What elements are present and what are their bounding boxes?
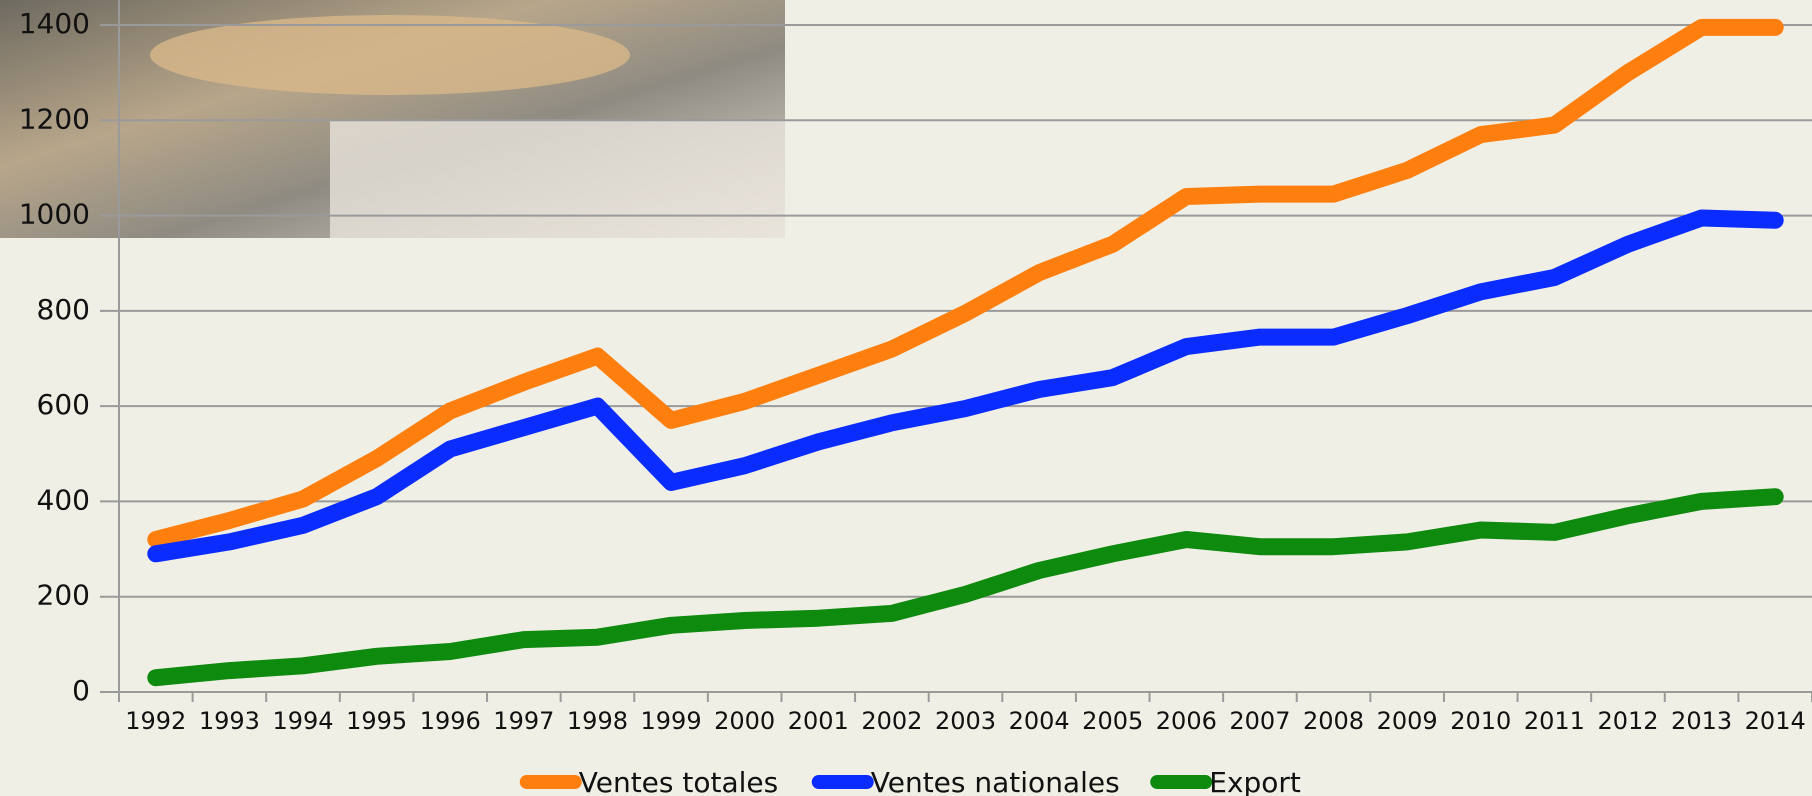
series-line (147, 488, 1784, 687)
x-tick-label: 2013 (1671, 707, 1732, 735)
x-tick-label: 2006 (1156, 707, 1217, 735)
x-tick-label: 1993 (199, 707, 260, 735)
photo-detail (330, 120, 785, 238)
series-line (147, 18, 1784, 548)
x-tick-label: 2008 (1303, 707, 1364, 735)
y-tick-label: 200 (37, 579, 90, 612)
x-tick-label: 2000 (714, 707, 775, 735)
series-line (147, 209, 1784, 563)
x-tick-label: 1995 (346, 707, 407, 735)
y-tick-label: 0 (72, 674, 90, 707)
x-tick-label: 1997 (493, 707, 554, 735)
x-tick-label: 2003 (935, 707, 996, 735)
x-tick-label: 2014 (1745, 707, 1806, 735)
x-tick-label: 2004 (1009, 707, 1070, 735)
x-tick-label: 2012 (1597, 707, 1658, 735)
y-tick-label: 600 (37, 388, 90, 421)
y-tick-label: 1000 (19, 198, 90, 231)
legend-label: Export (1209, 766, 1301, 796)
x-tick-label: 2009 (1377, 707, 1438, 735)
y-tick-label: 400 (37, 483, 90, 516)
x-tick-label: 1994 (272, 707, 333, 735)
x-tick-label: 1996 (420, 707, 481, 735)
x-tick-label: 1999 (641, 707, 702, 735)
legend-label: Ventes totales (579, 766, 779, 796)
x-tick-label: 2005 (1082, 707, 1143, 735)
x-tick-label: 2011 (1524, 707, 1585, 735)
x-tick-label: 2001 (788, 707, 849, 735)
photo-detail (150, 15, 630, 95)
x-tick-label: 2010 (1450, 707, 1511, 735)
x-tick-label: 2002 (861, 707, 922, 735)
y-tick-label: 1200 (19, 102, 90, 135)
x-tick-label: 1992 (125, 707, 186, 735)
x-tick-label: 2007 (1229, 707, 1290, 735)
y-tick-label: 800 (37, 293, 90, 326)
y-tick-label: 1400 (19, 7, 90, 40)
x-tick-label: 1998 (567, 707, 628, 735)
legend-label: Ventes nationales (871, 766, 1120, 796)
